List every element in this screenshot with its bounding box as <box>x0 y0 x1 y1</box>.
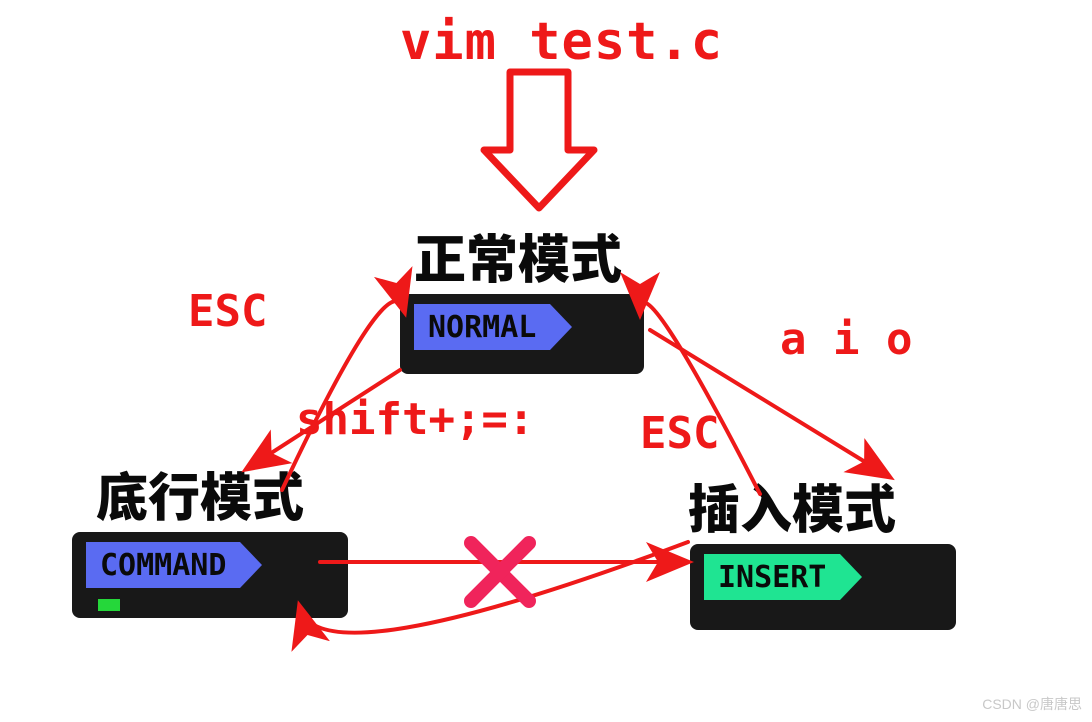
command-mode-title: 底行模式 <box>96 456 304 531</box>
normal-mode-title: 正常模式 <box>414 218 622 293</box>
diagram-stage: vim test.c 正常模式 NORMAL 底行模式 COMMAND 插入模式… <box>0 0 1092 722</box>
insert-pill: INSERT <box>704 554 840 600</box>
arrow-insert-to-command-bottom <box>300 542 688 633</box>
insert-pill-arrowhead <box>840 554 862 600</box>
cross-icon <box>471 543 529 601</box>
normal-badge-inner: NORMAL <box>414 304 630 350</box>
label-shift-colon: shift+;=: <box>296 394 534 445</box>
normal-pill: NORMAL <box>414 304 550 350</box>
insert-badge-inner: INSERT <box>704 554 942 600</box>
command-badge-inner: COMMAND <box>86 542 334 588</box>
command-mode-badge: COMMAND <box>72 532 348 618</box>
label-esc-right: ESC <box>640 408 719 459</box>
watermark-text: CSDN @唐唐思 <box>982 694 1082 714</box>
normal-pill-arrowhead <box>550 304 572 350</box>
label-esc-left: ESC <box>188 286 267 337</box>
insert-mode-badge: INSERT <box>690 544 956 630</box>
normal-mode-badge: NORMAL <box>400 294 644 374</box>
command-pill-arrowhead <box>240 542 262 588</box>
top-command-text: vim test.c <box>400 12 723 72</box>
insert-mode-title: 插入模式 <box>688 468 896 543</box>
label-aio: a i o <box>780 314 912 365</box>
command-pill: COMMAND <box>86 542 240 588</box>
big-down-arrow-icon <box>484 72 594 208</box>
arrow-insert-to-normal <box>640 303 760 494</box>
command-cursor-icon <box>98 599 120 611</box>
